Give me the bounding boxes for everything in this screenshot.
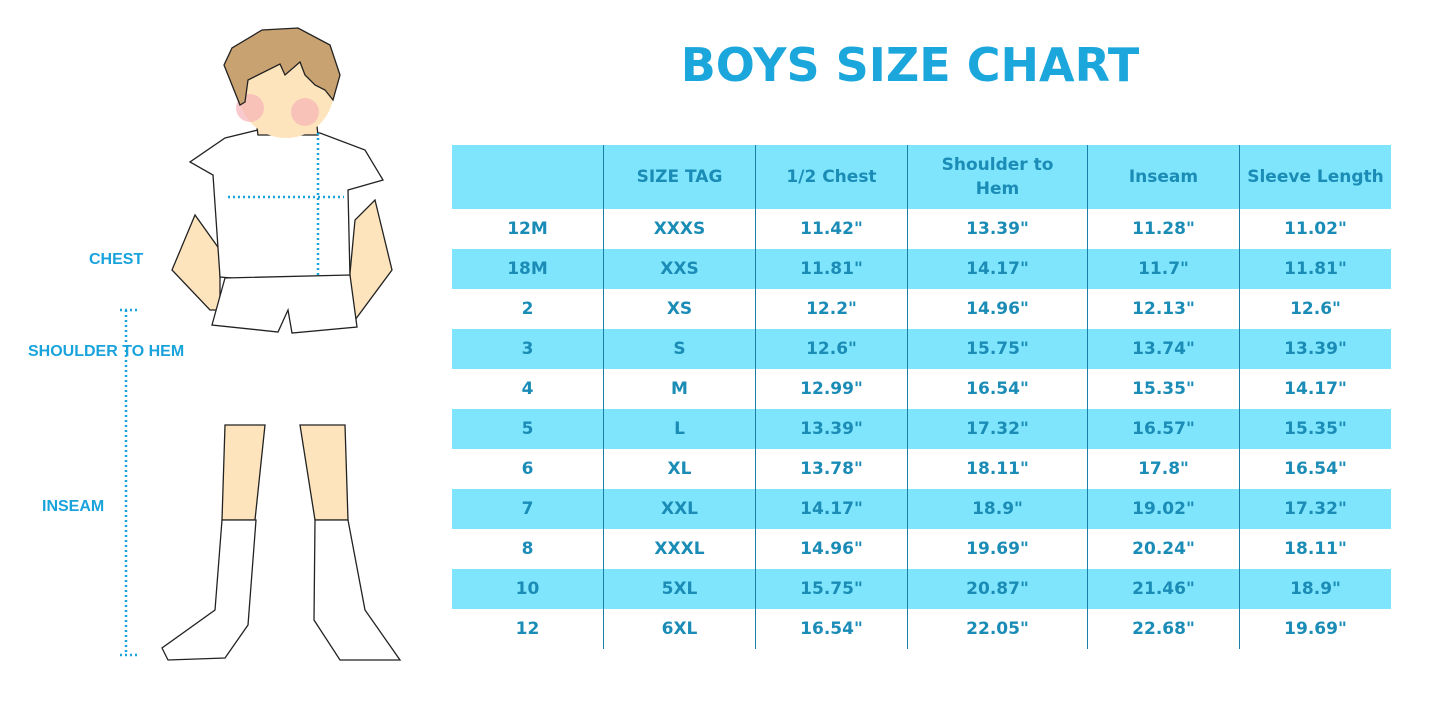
table-cell: 19.69" [1239, 609, 1391, 649]
table-cell: L [603, 409, 756, 449]
table-cell: 15.75" [755, 569, 908, 609]
table-cell: 14.96" [907, 289, 1088, 329]
table-row: 6 XL 13.78" 18.11" 17.8" 16.54" [452, 449, 1391, 489]
table-cell: 22.05" [907, 609, 1088, 649]
table-cell: 19.02" [1087, 489, 1240, 529]
table-cell: 6XL [603, 609, 756, 649]
shoulder-to-hem-header: Shoulder to Hem [907, 145, 1088, 209]
table-cell: 11.28" [1087, 209, 1240, 249]
socks [161, 519, 402, 661]
table-row: 18M XXS 11.81" 14.17" 11.7" 11.81" [452, 249, 1391, 289]
table-cell: 11.42" [755, 209, 908, 249]
table-cell: 14.17" [907, 249, 1088, 289]
table-cell: 13.39" [907, 209, 1088, 249]
table-cell: 11.02" [1239, 209, 1391, 249]
table-cell: 12.2" [755, 289, 908, 329]
table-cell: 11.7" [1087, 249, 1240, 289]
table-cell: S [603, 329, 756, 369]
table-cell: 13.39" [755, 409, 908, 449]
table-cell: 14.17" [755, 489, 908, 529]
table-cell: 12.13" [1087, 289, 1240, 329]
table-cell: 18.9" [907, 489, 1088, 529]
shoulder-to-hem-label: SHOULDER TO HEM [28, 343, 185, 360]
table-row: 8 XXXL 14.96" 19.69" 20.24" 18.11" [452, 529, 1391, 569]
table-cell: 5 [452, 409, 604, 449]
table-cell: 11.81" [755, 249, 908, 289]
table-cell: 16.54" [1239, 449, 1391, 489]
table-cell: 2 [521, 299, 534, 319]
half-chest-header: 1/2 Chest [755, 145, 908, 209]
table-cell: 10 [452, 569, 604, 609]
table-cell: 16.54" [755, 609, 908, 649]
table-cell: 13.78" [755, 449, 908, 489]
table-row: 4 M 12.99" 16.54" 15.35" 14.17" [452, 369, 1391, 409]
table-cell: 18.9" [1239, 569, 1391, 609]
table-cell: XXXL [603, 529, 756, 569]
hair [223, 27, 341, 106]
table-cell: 6 [521, 459, 534, 479]
shorts [211, 274, 358, 334]
table-cell: 17.8" [1087, 449, 1240, 489]
table-cell: 12M [507, 219, 548, 239]
table-cell: 20.24" [1087, 529, 1240, 569]
table-row: 5 L 13.39" 17.32" 16.57" 15.35" [452, 409, 1391, 449]
table-cell: 7 [452, 489, 604, 529]
table-cell: XS [603, 289, 756, 329]
table-cell: 15.35" [1239, 409, 1391, 449]
table-cell: XL [603, 449, 756, 489]
table-cell: 14.17" [1239, 369, 1391, 409]
table-cell: 22.68" [1087, 609, 1240, 649]
table-cell: 20.87" [907, 569, 1088, 609]
size-table: SIZE TAG 1/2 Chest Shoulder to Hem Inseam Sl… [452, 145, 1391, 649]
table-cell: XXXS [603, 209, 756, 249]
table-cell: 14.96" [755, 529, 908, 569]
table-row: 12 6XL 16.54" 22.05" 22.68" 19.69" [452, 609, 1391, 649]
table-cell: M [603, 369, 756, 409]
boy-figure-illustration [120, 27, 402, 661]
table-cell: 19.69" [907, 529, 1088, 569]
inseam-header: Inseam [1087, 145, 1240, 209]
table-cell: XXS [603, 249, 756, 289]
inseam-label: INSEAM [42, 498, 105, 515]
table-cell: 8 [521, 539, 534, 559]
legs [221, 424, 349, 521]
table-cell: 3 [452, 329, 604, 369]
table-cell: 12.6" [1239, 289, 1391, 329]
table-row: 3 S 12.6" 15.75" 13.74" 13.39" [452, 329, 1391, 369]
table-cell: 13.74" [1087, 329, 1240, 369]
table-cell: 11.81" [1239, 249, 1391, 289]
table-cell: 15.35" [1087, 369, 1240, 409]
table-row: 2 XS 12.2" 14.96" 12.13" 12.6" [452, 289, 1391, 329]
sleeve-length-header: Sleeve Length [1239, 145, 1391, 209]
size-tag-header: SIZE TAG [603, 145, 756, 209]
table-cell: 17.32" [907, 409, 1088, 449]
table-cell: 12.99" [755, 369, 908, 409]
table-row: 7 XXL 14.17" 18.9" 19.02" 17.32" [452, 489, 1391, 529]
table-cell: 16.54" [907, 369, 1088, 409]
table-cell: 16.57" [1087, 409, 1240, 449]
chest-label: CHEST [89, 251, 144, 268]
table-cell: 12 [515, 619, 540, 639]
table-cell: 18M [452, 249, 604, 289]
page-title: BOYS SIZE CHART [680, 38, 1140, 92]
table-cell: 4 [521, 379, 534, 399]
table-cell: 18.11" [1239, 529, 1391, 569]
table-cell: 12.6" [755, 329, 908, 369]
table-row: 10 5XL 15.75" 20.87" 21.46" 18.9" [452, 569, 1391, 609]
table-cell: 21.46" [1087, 569, 1240, 609]
table-cell: XXL [603, 489, 756, 529]
table-cell: 15.75" [907, 329, 1088, 369]
table-cell: 18.11" [907, 449, 1088, 489]
table-cell: 17.32" [1239, 489, 1391, 529]
table-cell: 5XL [603, 569, 756, 609]
table-cell: 13.39" [1239, 329, 1391, 369]
size-column-header [452, 145, 604, 209]
table-header-row: SIZE TAG 1/2 Chest Shoulder to Hem Inseam Sl… [452, 145, 1391, 209]
table-row: 12M XXXS 11.42" 13.39" 11.28" 11.02" [452, 209, 1391, 249]
